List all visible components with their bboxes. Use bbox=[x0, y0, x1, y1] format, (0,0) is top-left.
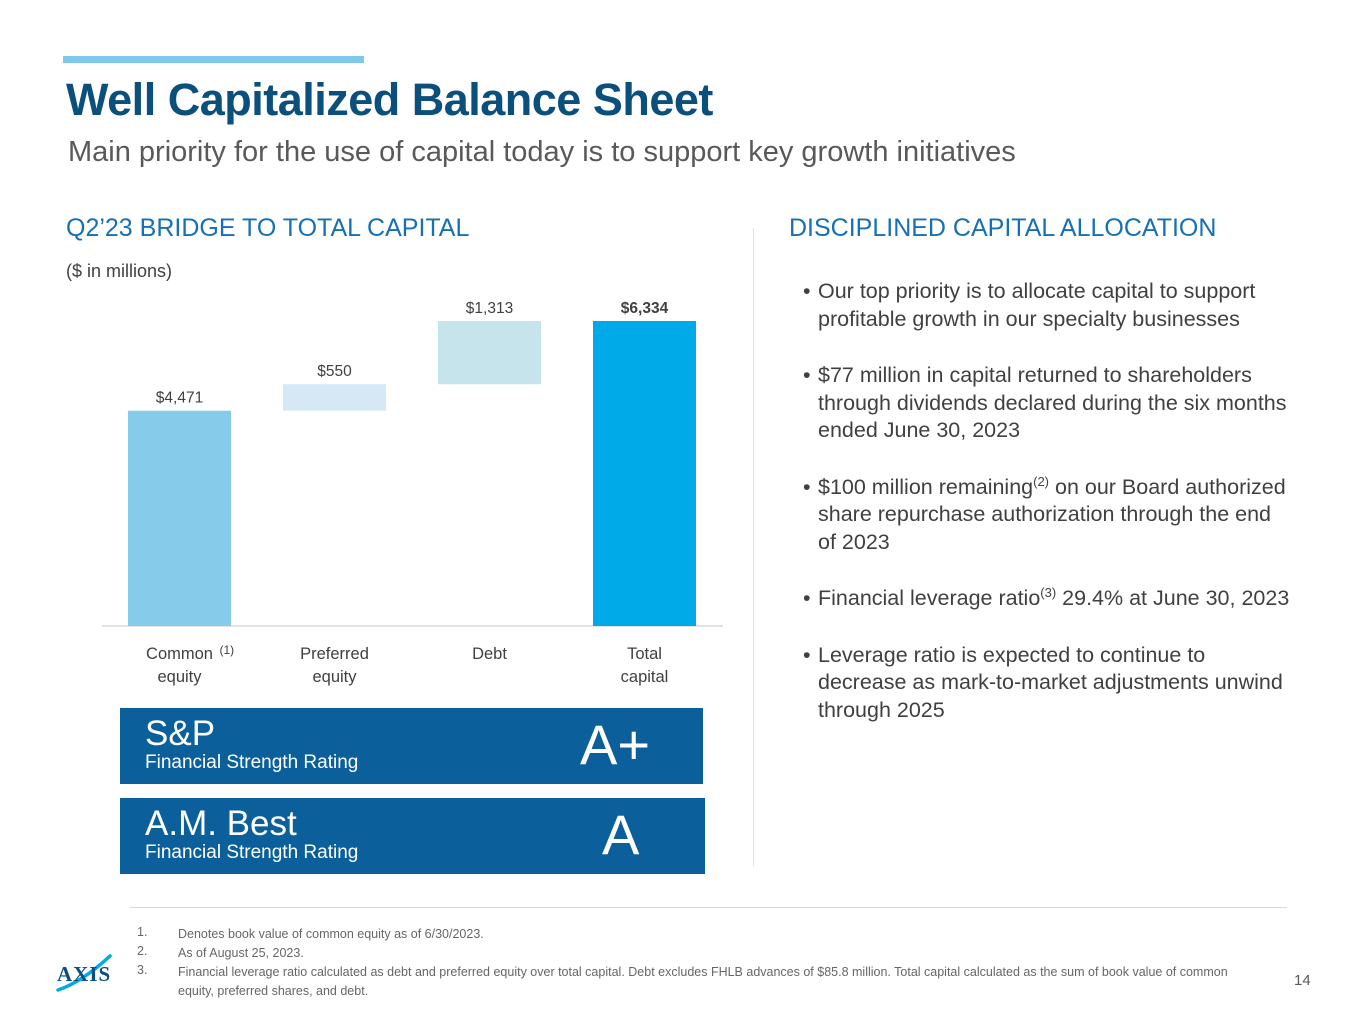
category-label-1-0: Preferred bbox=[300, 645, 369, 663]
footnote-ref: (3) bbox=[1040, 584, 1057, 600]
bullet-text-cont: on our Board authorized share repurchase… bbox=[818, 474, 1286, 554]
capital-bridge-chart: $4,471 Common equity (1) $550 Preferred equity… bbox=[102, 300, 723, 686]
bullet-text: Financial leverage ratio bbox=[818, 586, 1041, 610]
footnote-text: Denotes book value of common equity as o… bbox=[178, 927, 484, 941]
data-label-2: $1,313 bbox=[466, 300, 513, 317]
allocation-heading: DISCIPLINED CAPITAL ALLOCATION bbox=[789, 214, 1217, 242]
column-divider bbox=[753, 228, 754, 866]
bullet-item: Our top priority is to allocate capital … bbox=[803, 278, 1293, 333]
ambest-rating-desc: Financial Strength Rating bbox=[145, 842, 359, 863]
svg-text:AXIS: AXIS bbox=[57, 962, 111, 986]
data-label-1: $550 bbox=[317, 363, 352, 380]
footnote-text: Financial leverage ratio calculated as d… bbox=[178, 965, 1228, 998]
bar-3 bbox=[593, 321, 696, 626]
axis-logo: AXIS bbox=[56, 954, 112, 992]
bar-1 bbox=[283, 384, 386, 411]
footnote-ref: (2) bbox=[1033, 473, 1050, 489]
bar-2 bbox=[438, 321, 541, 385]
accent-bar bbox=[63, 56, 364, 63]
ambest-agency: A.M. Best bbox=[145, 804, 297, 843]
footnote-number: 3. bbox=[137, 963, 148, 977]
bridge-heading: Q2’23 BRIDGE TO TOTAL CAPITAL bbox=[66, 214, 470, 242]
bullet-item: Financial leverage ratio(3) 29.4% at Jun… bbox=[803, 585, 1293, 613]
category-label-0-1: equity bbox=[157, 668, 202, 686]
bullet-text: Leverage ratio is expected to continue t… bbox=[818, 642, 1283, 722]
sp-agency: S&P bbox=[145, 714, 216, 753]
bullet-text: $100 million remaining bbox=[818, 474, 1034, 499]
footnote-number: 1. bbox=[137, 925, 148, 939]
ambest-rating-box: A.M. Best Financial Strength Rating A bbox=[120, 798, 705, 874]
data-label-0: $4,471 bbox=[156, 390, 203, 407]
bullet-item: $77 million in capital returned to share… bbox=[803, 362, 1293, 445]
sp-rating-box: S&P Financial Strength Rating A+ bbox=[120, 708, 703, 784]
page-number: 14 bbox=[1294, 972, 1311, 989]
category-label-0-0: Common bbox=[146, 645, 213, 663]
bullet-text: Our top priority is to allocate capital … bbox=[818, 279, 1256, 331]
footnote-text: As of August 25, 2023. bbox=[178, 946, 304, 960]
bullet-text: $77 million in capital returned to share… bbox=[818, 363, 1287, 442]
units-label: ($ in millions) bbox=[66, 261, 173, 281]
category-label-3-1: capital bbox=[621, 668, 669, 686]
page-subtitle: Main priority for the use of capital tod… bbox=[68, 136, 1016, 168]
bullet-item: Leverage ratio is expected to continue t… bbox=[803, 642, 1293, 725]
category-label-3-0: Total bbox=[627, 645, 662, 663]
sp-grade: A+ bbox=[580, 713, 651, 776]
ambest-grade: A bbox=[602, 803, 640, 866]
bullet-item: $100 million remaining(2) on our Board a… bbox=[803, 474, 1293, 557]
allocation-bullets: Our top priority is to allocate capital … bbox=[803, 278, 1293, 753]
footnote-mark-0: (1) bbox=[220, 643, 235, 657]
category-label-1-1: equity bbox=[312, 668, 357, 686]
bar-0 bbox=[128, 410, 231, 626]
bullet-text-cont: 29.4% at June 30, 2023 bbox=[1056, 586, 1290, 610]
footnote-number: 2. bbox=[137, 944, 148, 958]
page-title: Well Capitalized Balance Sheet bbox=[66, 74, 713, 125]
footer-divider bbox=[130, 907, 1287, 908]
category-label-2-0: Debt bbox=[472, 645, 507, 663]
sp-rating-desc: Financial Strength Rating bbox=[145, 752, 359, 773]
data-label-3: $6,334 bbox=[621, 300, 669, 317]
